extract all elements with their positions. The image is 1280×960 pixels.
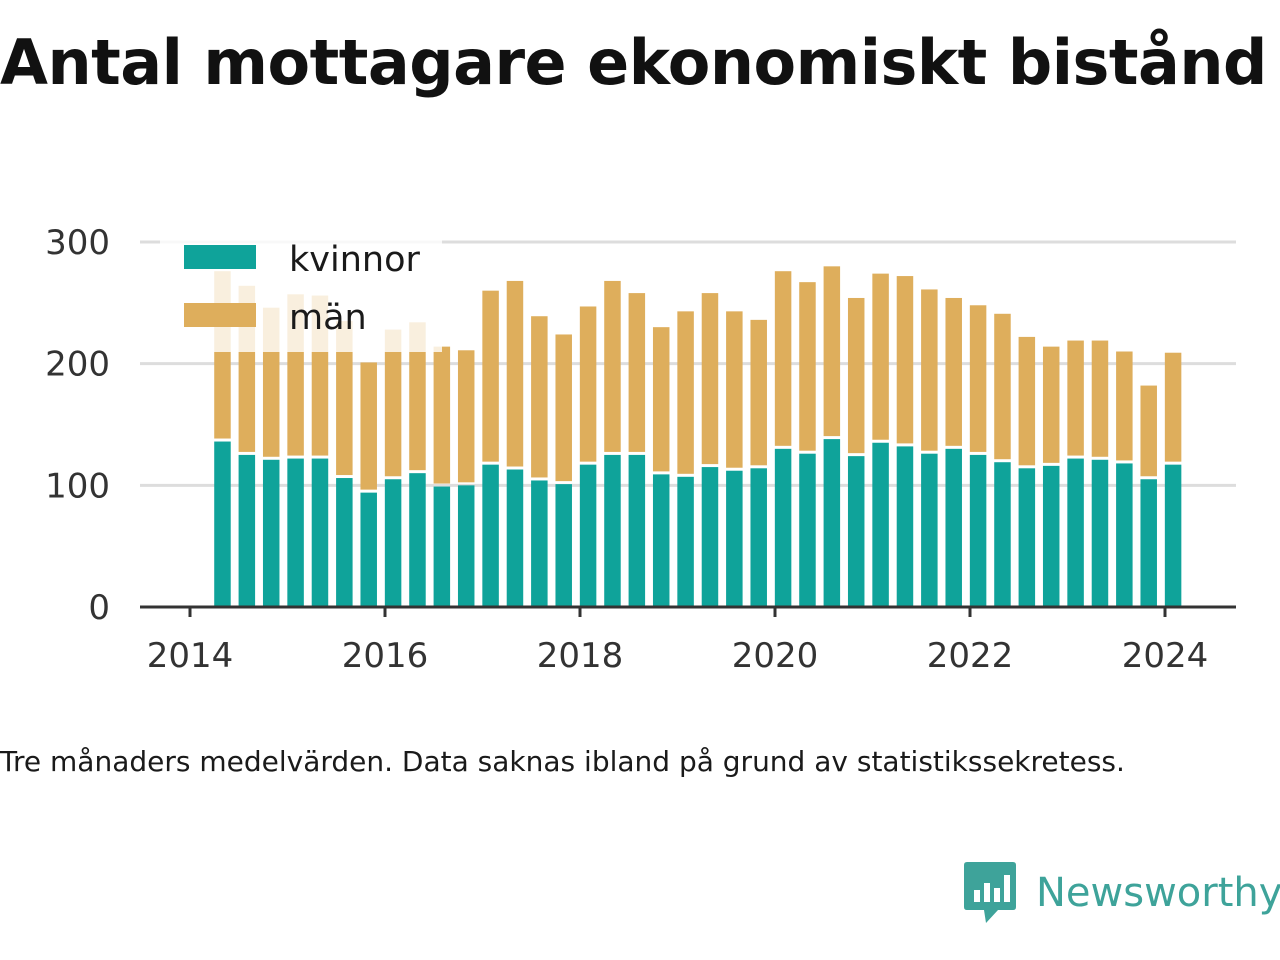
bar-kvinnor (1140, 479, 1157, 607)
bar-man (1116, 351, 1133, 461)
brand-name: Newsworthy (1036, 870, 1280, 916)
bar-kvinnor (262, 459, 280, 607)
bar-man (531, 316, 548, 478)
bar-kvinnor (409, 473, 426, 607)
legend-swatch-kvinnor (184, 245, 256, 269)
bar-kvinnor (457, 485, 475, 607)
bar-kvinnor (896, 446, 914, 607)
bar-man (506, 280, 524, 467)
bar-man (1067, 340, 1084, 456)
bar-kvinnor (945, 448, 962, 607)
bar-kvinnor (799, 453, 816, 607)
bar-kvinnor (823, 439, 841, 607)
bar-kvinnor (750, 468, 767, 607)
bar-man (384, 329, 402, 477)
bar-man (677, 311, 694, 474)
bar-kvinnor (287, 458, 304, 607)
bar-man (921, 289, 938, 451)
bar-kvinnor (628, 454, 646, 607)
bar-man (457, 350, 475, 483)
bar-man (872, 273, 889, 440)
x-tick-label: 2022 (927, 636, 1014, 676)
bar-kvinnor (701, 467, 719, 607)
bar-kvinnor (336, 478, 353, 607)
x-tick-label: 2024 (1122, 636, 1209, 676)
bar-man (1018, 336, 1036, 466)
bar-kvinnor (652, 474, 670, 607)
bar-man (799, 282, 816, 451)
stacked-bar-chart: kvinnor män 0 100 200 300 2014 2016 2018 2020 20… (45, 223, 1236, 676)
bar-kvinnor (384, 479, 402, 607)
bar-man (360, 362, 377, 490)
legend-label-man: män (289, 298, 367, 338)
bar-kvinnor (311, 458, 329, 607)
x-tick-label: 2016 (342, 636, 429, 676)
legend: kvinnor män (160, 234, 442, 352)
bar-kvinnor (214, 441, 231, 607)
x-tick-label: 2018 (537, 636, 624, 676)
bar-man (628, 293, 646, 452)
bar-man (969, 305, 987, 452)
bar-kvinnor (360, 492, 377, 607)
y-tick-label: 300 (45, 223, 110, 263)
bar-kvinnor (969, 454, 987, 607)
bar-kvinnor (1091, 459, 1109, 607)
bar-man (701, 293, 719, 465)
chart-title: Antal mottagare ekonomiskt bistånd (0, 26, 1267, 99)
bar-man (726, 311, 743, 468)
bar-man (1140, 385, 1157, 477)
legend-swatch-man (184, 303, 256, 327)
bar-man (994, 313, 1011, 460)
bar-man (1164, 352, 1182, 462)
bar-man (823, 266, 841, 437)
y-tick-label: 100 (45, 466, 110, 506)
bar-kvinnor (482, 464, 499, 607)
bar-kvinnor (1067, 458, 1084, 607)
bar-kvinnor (872, 442, 889, 607)
bar-man (1091, 340, 1109, 457)
bar-kvinnor (604, 454, 621, 607)
bar-kvinnor (774, 448, 792, 607)
bar-chart-speech-icon (964, 862, 1016, 923)
bar-kvinnor (433, 486, 451, 607)
bar-kvinnor (921, 453, 938, 607)
bar-man (604, 280, 621, 452)
bar-man (409, 322, 426, 471)
bar-man (896, 276, 914, 444)
bar-man (433, 346, 451, 484)
bar-man (652, 327, 670, 472)
x-tick-label: 2014 (147, 636, 234, 676)
bar-kvinnor (677, 476, 694, 607)
legend-label-kvinnor: kvinnor (289, 240, 420, 280)
bar-kvinnor (506, 469, 524, 607)
bar-man (847, 297, 865, 454)
bar-man (579, 306, 597, 462)
bar-kvinnor (726, 470, 743, 607)
bar-man (774, 271, 792, 446)
bar-man (750, 319, 767, 466)
y-tick-label: 0 (88, 588, 110, 628)
bar-kvinnor (1018, 468, 1036, 607)
bar-man (555, 334, 572, 482)
bar-man (945, 297, 962, 446)
bar-man (1042, 346, 1060, 463)
x-tick-label: 2020 (732, 636, 819, 676)
chart-footnote: Tre månaders medelvärden. Data saknas ib… (0, 745, 1125, 778)
bar-man (336, 321, 353, 476)
bar-kvinnor (1164, 464, 1182, 607)
bar-kvinnor (238, 454, 256, 607)
bar-kvinnor (1116, 463, 1133, 607)
axes: 0 100 200 300 2014 2016 2018 2020 2022 2024 (45, 223, 1236, 676)
bar-kvinnor (579, 464, 597, 607)
bar-kvinnor (1042, 465, 1060, 607)
bar-man (482, 290, 499, 462)
y-tick-label: 200 (45, 345, 110, 385)
bar-kvinnor (847, 456, 865, 607)
bar-series (214, 266, 1182, 607)
bar-kvinnor (994, 462, 1011, 607)
bar-kvinnor (531, 480, 548, 607)
bar-kvinnor (555, 484, 572, 607)
brand-logo[interactable]: Newsworthy (964, 862, 1280, 924)
